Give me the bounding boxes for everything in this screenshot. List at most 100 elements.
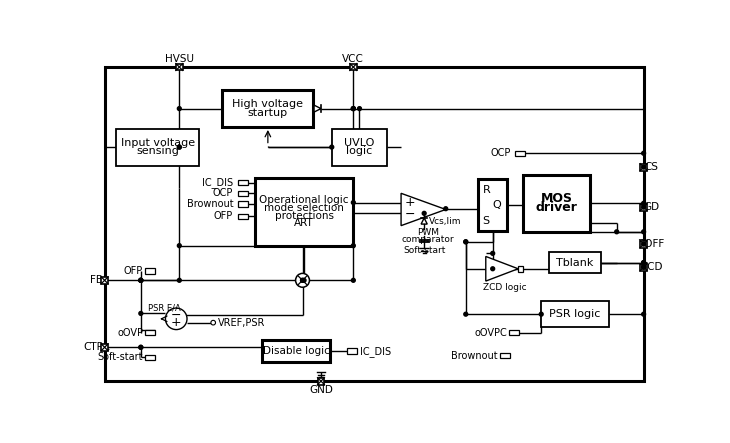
Circle shape (211, 320, 215, 325)
Text: PSR logic: PSR logic (550, 309, 601, 319)
Circle shape (491, 252, 495, 255)
Text: CS: CS (645, 162, 658, 172)
Text: Brownout: Brownout (187, 199, 233, 209)
Circle shape (330, 145, 334, 149)
Text: High voltage: High voltage (232, 99, 304, 109)
Text: Brownout: Brownout (451, 351, 498, 361)
Circle shape (464, 240, 468, 244)
Bar (223, 90, 313, 127)
Bar (238, 180, 248, 185)
Circle shape (642, 260, 645, 264)
Circle shape (642, 202, 645, 205)
Bar (145, 354, 155, 360)
Circle shape (422, 211, 426, 215)
Circle shape (464, 240, 468, 244)
Text: oOVPC: oOVPC (474, 328, 507, 338)
Circle shape (464, 312, 468, 316)
Text: FB: FB (91, 275, 104, 285)
Polygon shape (314, 105, 321, 112)
Text: +: + (171, 316, 182, 329)
Text: PWM: PWM (417, 228, 439, 237)
Circle shape (642, 230, 645, 234)
Bar (101, 277, 108, 284)
Text: driver: driver (536, 202, 577, 214)
Circle shape (642, 312, 645, 316)
Bar (518, 266, 523, 272)
Text: HVSU: HVSU (165, 54, 194, 63)
Text: VCC: VCC (342, 54, 364, 63)
Circle shape (358, 107, 361, 110)
Text: OCP: OCP (490, 148, 510, 158)
Circle shape (351, 244, 356, 248)
Text: Disable logic: Disable logic (263, 346, 330, 356)
Text: CTRL: CTRL (84, 342, 110, 352)
Bar (549, 252, 602, 273)
Circle shape (351, 107, 356, 110)
Text: Soft-start: Soft-start (98, 352, 143, 362)
Bar (640, 264, 647, 271)
Text: ZCD: ZCD (640, 262, 663, 272)
Bar (331, 128, 387, 166)
Bar (263, 340, 330, 362)
Circle shape (642, 152, 645, 155)
Circle shape (139, 278, 143, 282)
Bar (509, 330, 519, 335)
Circle shape (642, 265, 645, 269)
Text: protections: protections (274, 211, 334, 221)
Circle shape (177, 145, 181, 149)
Text: startup: startup (247, 108, 288, 118)
Text: oOVP: oOVP (117, 328, 143, 338)
Circle shape (539, 312, 543, 316)
Bar (541, 301, 609, 327)
Bar (640, 204, 647, 210)
Bar (238, 214, 248, 219)
Text: sensing: sensing (137, 146, 179, 156)
Bar (145, 268, 155, 274)
Text: mode selection: mode selection (264, 203, 344, 213)
Circle shape (139, 311, 143, 315)
Circle shape (177, 107, 181, 110)
Circle shape (301, 278, 304, 282)
Text: −: − (405, 208, 415, 222)
Bar (515, 151, 525, 156)
Bar (347, 349, 357, 354)
Circle shape (615, 230, 618, 234)
Circle shape (139, 346, 143, 349)
Text: GD: GD (643, 202, 659, 212)
Text: Tblank: Tblank (556, 257, 593, 268)
Bar (350, 63, 357, 70)
Circle shape (351, 278, 356, 282)
Text: S: S (483, 216, 490, 226)
Text: IC_DIS: IC_DIS (361, 346, 391, 357)
Circle shape (139, 278, 143, 282)
Text: TOFF: TOFF (638, 239, 664, 249)
Text: Q: Q (493, 200, 502, 210)
Text: ZCD logic: ZCD logic (483, 283, 527, 292)
Bar (255, 178, 353, 246)
Bar (499, 353, 510, 358)
Bar (523, 175, 591, 232)
Polygon shape (401, 193, 446, 225)
Text: UVLO: UVLO (345, 138, 374, 148)
Text: +: + (405, 196, 415, 209)
Circle shape (139, 346, 143, 349)
Text: ART: ART (294, 218, 314, 229)
Circle shape (642, 205, 645, 209)
Circle shape (177, 244, 181, 248)
Circle shape (296, 273, 310, 287)
Circle shape (351, 201, 356, 205)
Text: VREF,PSR: VREF,PSR (218, 318, 265, 328)
Text: OCP: OCP (213, 188, 233, 198)
Polygon shape (485, 256, 518, 281)
Circle shape (351, 107, 356, 110)
Circle shape (301, 278, 304, 282)
Bar (176, 63, 182, 70)
Circle shape (139, 278, 143, 282)
Circle shape (166, 308, 187, 330)
Circle shape (642, 260, 645, 264)
Circle shape (642, 242, 645, 246)
Bar (101, 344, 108, 351)
Circle shape (177, 145, 181, 149)
Circle shape (302, 278, 306, 282)
Circle shape (351, 107, 356, 110)
